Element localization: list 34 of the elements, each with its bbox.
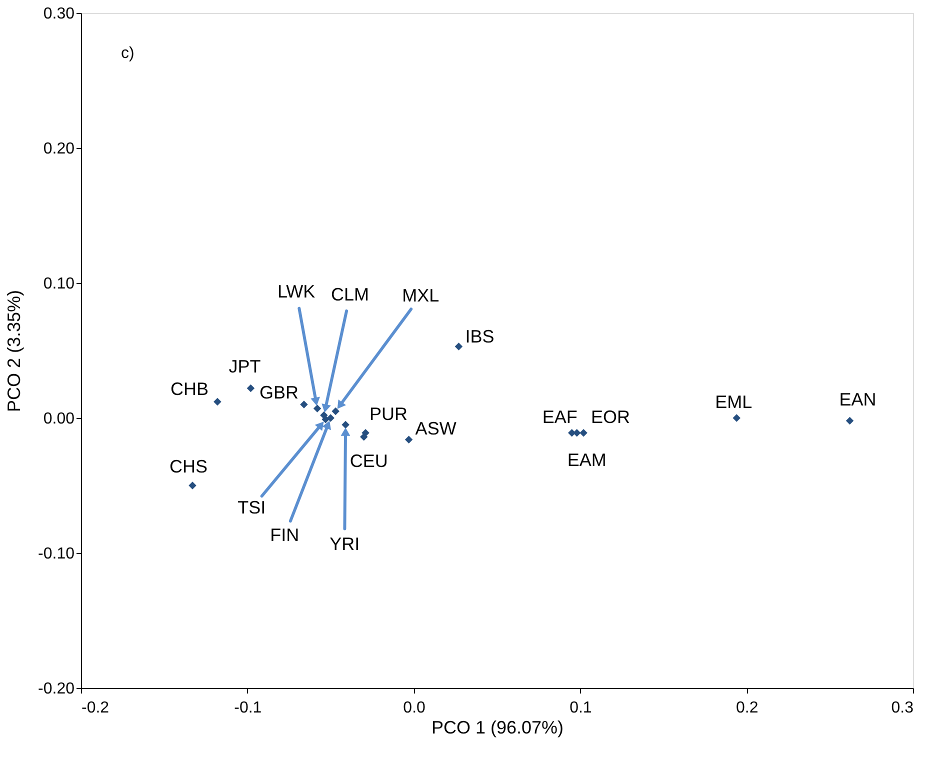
x-tick-label: 0.0 xyxy=(403,700,426,716)
annotation: CHS xyxy=(169,456,208,476)
annotation: c) xyxy=(121,45,134,62)
x-axis-title: PCO 1 (96.07%) xyxy=(431,718,564,738)
annotation: FIN xyxy=(270,525,300,545)
annotation: EOR xyxy=(591,406,630,427)
y-axis-title: PCO 2 (3.35%) xyxy=(4,290,24,412)
x-tick-label: -0.1 xyxy=(234,700,262,716)
annotation: IBS xyxy=(465,326,494,346)
y-tick-label: -0.10 xyxy=(38,546,75,562)
annotation: CHB xyxy=(170,378,208,399)
annotation: EAN xyxy=(839,390,876,410)
y-tick-label: 0.00 xyxy=(43,410,75,428)
x-tick-label: 0.1 xyxy=(570,700,592,716)
annotation: EAM xyxy=(567,450,606,470)
annotation: TSI xyxy=(238,497,266,518)
x-tick-label: 0.3 xyxy=(891,700,914,716)
annotation: EAF xyxy=(542,406,578,427)
y-tick-label: 0.30 xyxy=(43,6,75,22)
annotation: GBR xyxy=(259,382,298,402)
annotation: MXL xyxy=(402,285,440,306)
annotation: CEU xyxy=(350,450,388,471)
annotation: YRI xyxy=(330,534,360,554)
annotation: EML xyxy=(715,392,752,412)
annotation: LWK xyxy=(277,282,316,302)
y-tick-label: 0.20 xyxy=(43,140,75,158)
x-tick-label: 0.2 xyxy=(736,700,758,716)
annotation: PUR xyxy=(370,404,408,424)
annotation: ASW xyxy=(415,418,456,439)
y-tick-label: 0.10 xyxy=(43,276,75,292)
x-tick-label: -0.2 xyxy=(82,700,110,716)
annotation: CLM xyxy=(330,284,369,304)
annotation: JPT xyxy=(228,356,261,376)
y-tick-label: -0.20 xyxy=(38,680,75,698)
